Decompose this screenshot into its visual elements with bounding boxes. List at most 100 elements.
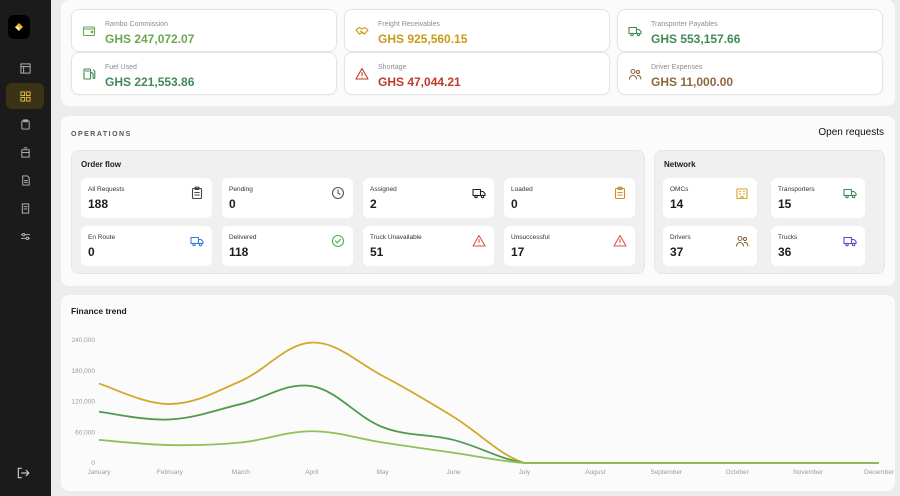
- nav-item-report[interactable]: [6, 195, 44, 221]
- x-tick-label: December: [864, 469, 895, 476]
- card-label: Transporters: [778, 186, 815, 193]
- network-card-drivers[interactable]: Drivers 37: [663, 226, 757, 266]
- kpi-card-fuel-used[interactable]: Fuel Used GHS 221,553.86: [71, 52, 337, 95]
- users-icon: [628, 67, 642, 81]
- warning-icon: [613, 234, 627, 248]
- order-flow-card-loaded[interactable]: Loaded 0: [504, 178, 635, 218]
- order-flow-card-all-requests[interactable]: All Requests 188: [81, 178, 212, 218]
- network-card-omcs[interactable]: OMCs 14: [663, 178, 757, 218]
- finance-trend-chart: 240,000 180,000 120,000 60,000 0 January Febru…: [72, 337, 895, 476]
- kpi-label: Driver Expenses: [651, 64, 703, 71]
- x-tick-label: August: [585, 469, 605, 476]
- card-label: Trucks: [778, 234, 798, 241]
- kpi-value: GHS 247,072.07: [105, 32, 195, 46]
- network-card-transporters[interactable]: Transporters 15: [771, 178, 865, 218]
- card-value: 0: [88, 245, 95, 259]
- x-tick-label: January: [87, 469, 111, 476]
- wallet-icon: [82, 24, 96, 38]
- card-value: 15: [778, 197, 792, 211]
- x-tick-label: September: [650, 469, 683, 476]
- card-value: 0: [511, 197, 518, 211]
- kpi-card-transporter-payables[interactable]: Transporter Payables GHS 553,157.66: [617, 9, 883, 52]
- card-label: Drivers: [670, 234, 691, 241]
- card-value: 37: [670, 245, 684, 259]
- kpi-value: GHS 221,553.86: [105, 75, 195, 89]
- handshake-icon: [355, 24, 369, 38]
- series-line-1: [98, 384, 879, 464]
- order-flow-card-pending[interactable]: Pending 0: [222, 178, 353, 218]
- report-icon: [21, 202, 29, 214]
- order-flow-group: Order flow All Requests 188 Pending 0 Assign…: [71, 150, 645, 274]
- nav-item-document[interactable]: [6, 167, 44, 193]
- card-value: 36: [778, 245, 792, 259]
- kpi-card-driver-expenses[interactable]: Driver Expenses GHS 11,000.00: [617, 52, 883, 95]
- card-value: 14: [670, 197, 684, 211]
- truck-icon: [628, 24, 642, 38]
- card-label: Truck Unavailable: [370, 234, 422, 241]
- card-label: Loaded: [511, 186, 533, 193]
- order-flow-card-delivered[interactable]: Delivered 118: [222, 226, 353, 266]
- kpi-label: Freight Receivables: [378, 21, 440, 28]
- card-label: All Requests: [88, 186, 125, 193]
- y-tick-label: 240,000: [72, 337, 96, 344]
- kpi-card-freight-receivables[interactable]: Freight Receivables GHS 925,560.15: [344, 9, 610, 52]
- main-content: Rambo Commission GHS 247,072.07 Freight Re…: [51, 0, 900, 496]
- network-card-trucks[interactable]: Trucks 36: [771, 226, 865, 266]
- kpi-label: Fuel Used: [105, 64, 137, 71]
- card-value: 2: [370, 197, 377, 211]
- card-value: 51: [370, 245, 384, 259]
- kpi-label: Rambo Commission: [105, 21, 169, 28]
- kpi-value: GHS 11,000.00: [651, 75, 734, 89]
- x-tick-label: March: [232, 469, 250, 476]
- x-tick-label: July: [519, 469, 531, 476]
- x-tick-label: February: [157, 469, 184, 476]
- clipboard-icon: [190, 186, 204, 200]
- kpi-panel: Rambo Commission GHS 247,072.07 Freight Re…: [61, 0, 895, 106]
- nav-item-dashboard[interactable]: [6, 83, 44, 109]
- operations-label: OPERATIONS: [71, 131, 132, 138]
- order-flow-card-en-route[interactable]: En Route 0: [81, 226, 212, 266]
- users-icon: [735, 234, 749, 248]
- network-title: Network: [664, 160, 696, 169]
- nav-item-settings[interactable]: [6, 223, 44, 249]
- x-tick-label: June: [446, 469, 460, 476]
- order-flow-title: Order flow: [81, 160, 122, 169]
- card-label: Assigned: [370, 186, 397, 193]
- x-tick-label: November: [793, 469, 824, 476]
- network-group: Network OMCs 14 Transporters 15 Drivers 37 Tru…: [654, 150, 885, 274]
- kpi-value: GHS 925,560.15: [378, 32, 468, 46]
- y-tick-label: 120,000: [72, 399, 96, 406]
- order-flow-card-unsuccessful[interactable]: Unsuccessful 17: [504, 226, 635, 266]
- sidebar: [0, 0, 51, 496]
- nav-item-layout[interactable]: [6, 55, 44, 81]
- y-tick-label: 180,000: [72, 368, 96, 375]
- order-flow-card-truck-unavailable[interactable]: Truck Unavailable 51: [363, 226, 494, 266]
- kpi-card-rambo-commission[interactable]: Rambo Commission GHS 247,072.07: [71, 9, 337, 52]
- app-logo[interactable]: [8, 15, 30, 39]
- document-icon: [21, 174, 30, 186]
- card-value: 188: [88, 197, 109, 211]
- finance-trend-panel: [61, 295, 895, 491]
- building-icon: [735, 186, 749, 200]
- logout-icon[interactable]: [16, 466, 30, 480]
- fuel-pump-icon: [82, 67, 96, 81]
- warning-icon: [355, 67, 369, 81]
- warning-icon: [472, 234, 486, 248]
- card-label: Unsuccessful: [511, 234, 550, 241]
- card-label: Pending: [229, 186, 253, 193]
- open-requests-link[interactable]: Open requests: [818, 127, 884, 138]
- clipboard-icon: [20, 118, 30, 130]
- card-label: En Route: [88, 234, 116, 241]
- x-tick-label: April: [305, 469, 319, 476]
- kpi-value: GHS 47,044.21: [378, 75, 461, 89]
- sliders-icon: [20, 232, 30, 240]
- card-value: 17: [511, 245, 525, 259]
- kpi-card-shortage[interactable]: Shortage GHS 47,044.21: [344, 52, 610, 95]
- x-tick-label: October: [726, 469, 750, 476]
- y-tick-label: 0: [91, 460, 95, 467]
- nav-item-clipboard[interactable]: [6, 111, 44, 137]
- card-value: 118: [229, 245, 249, 259]
- order-flow-card-assigned[interactable]: Assigned 2: [363, 178, 494, 218]
- y-tick-label: 60,000: [75, 429, 95, 436]
- nav-item-building[interactable]: [6, 139, 44, 165]
